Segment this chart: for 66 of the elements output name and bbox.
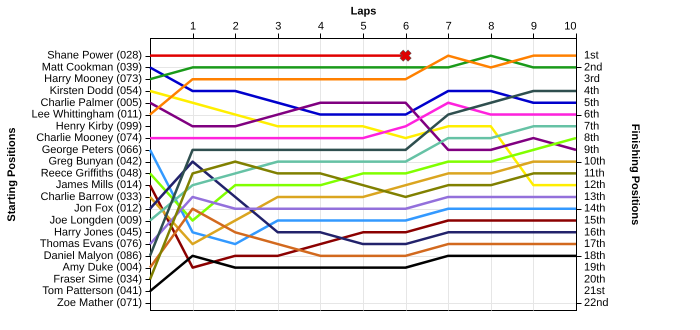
text: George Peters (066): [42, 144, 142, 156]
line-series: [148, 160, 578, 281]
y-tick-label: 7th: [584, 120, 600, 132]
text: Kirsten Dodd (054): [50, 84, 142, 97]
text: Jon Fox (012): [74, 202, 142, 215]
y-tick-label: 9th: [584, 144, 600, 156]
y-tick-label: 5th: [584, 96, 600, 109]
x-axis-title: Laps: [350, 6, 376, 18]
text: Amy Duke (004): [62, 262, 142, 274]
x-tick-label: 6: [403, 20, 410, 32]
text: Joe Longden (009): [50, 214, 142, 227]
y-tick-label: 21st: [584, 285, 605, 298]
x-tick-label: 10: [564, 20, 576, 32]
y-tick-label: 3rd: [584, 73, 600, 86]
y-tick-label: 10th: [584, 156, 606, 168]
text: Lee Whittingham (011): [32, 108, 142, 121]
text: Greg Bunyan (042): [48, 156, 142, 168]
y-axis-title: Finishing Positions: [629, 124, 641, 226]
text: Reece Griffiths (048): [40, 167, 142, 180]
line-series: [148, 184, 578, 269]
y-tick-label: 2nd: [584, 61, 602, 74]
line-series: [148, 102, 578, 140]
text: Tom Patterson (041): [42, 285, 142, 298]
y-tick-label: 13th: [584, 190, 606, 203]
text: Charlie Palmer (005): [40, 96, 142, 109]
y-tick-label: 8th: [584, 132, 600, 144]
x-tick-label: 5: [360, 20, 367, 32]
text: Henry Kirby (099): [56, 120, 142, 132]
text: Harry Mooney (073): [44, 73, 142, 86]
text: James Mills (014): [56, 179, 142, 192]
y-tick-label: 20th: [584, 273, 606, 286]
text: Thomas Evans (076): [40, 238, 142, 250]
y-tick-label: 4th: [584, 84, 600, 97]
line-series: [148, 207, 578, 269]
y-tick-label: 14th: [584, 202, 606, 215]
x-tick-label: 3: [275, 20, 282, 32]
line-series: [148, 90, 578, 258]
text: Charlie Mooney (074): [36, 132, 142, 144]
y-tick-label: 11th: [584, 167, 605, 180]
y-tick-label: 6th: [584, 108, 600, 121]
y-tick-label: 18th: [584, 250, 606, 262]
line-series: [148, 66, 578, 116]
x-tick-label: 4: [318, 20, 324, 32]
y-tick-label: 22nd: [584, 296, 608, 309]
text: Zoe Mather (071): [57, 296, 142, 309]
x-tick-label: 1: [190, 20, 196, 32]
y-tick-label: 15th: [584, 214, 606, 227]
text: Fraser Sime (034): [53, 273, 142, 286]
y-tick-label: 19th: [584, 262, 606, 274]
y-tick-label: 1st: [584, 50, 599, 62]
text: Matt Cookman (039): [42, 61, 142, 74]
line-series: [148, 54, 578, 116]
y-tick-label: 12th: [584, 179, 606, 192]
text: Shane Power (028): [47, 50, 142, 62]
y-tick-label: 16th: [584, 226, 606, 238]
x-tick-label: 9: [530, 20, 537, 32]
x-tick-label: 8: [488, 20, 494, 32]
text: Starting Positions: [6, 127, 18, 222]
line-series: [148, 90, 578, 186]
text: Harry Jones (045): [54, 226, 142, 238]
line-series: [148, 102, 578, 152]
text: Daniel Malyon (086): [44, 250, 142, 262]
text: Charlie Barrow (033): [40, 190, 142, 203]
x-tick-label: 7: [446, 20, 452, 32]
x-tick-label: 2: [232, 20, 239, 32]
y-tick-label: 17th: [584, 238, 606, 250]
